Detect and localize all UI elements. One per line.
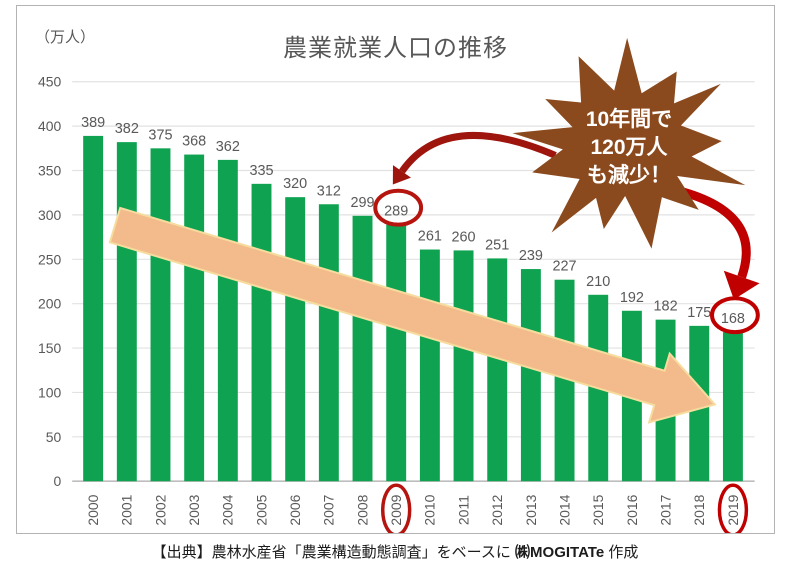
- y-tick-label: 450: [38, 74, 62, 90]
- starburst-line-1: 10年間で: [585, 108, 673, 131]
- y-tick-label: 0: [54, 473, 62, 489]
- value-label-2012: 251: [485, 237, 509, 253]
- x-tick-label-2017: 2017: [657, 494, 673, 525]
- chart-frame: 389 382 375 368 362 335 320 312 299 289 261 260 251 2…: [16, 5, 775, 534]
- bar-2007: [318, 204, 339, 482]
- x-tick-label-2009: 2009: [388, 494, 404, 525]
- x-tick-label-2001: 2001: [119, 494, 135, 525]
- source-prefix: 【出典】農林水産省「農業構造動態調査」をベースに: [151, 544, 516, 561]
- bar-2013: [520, 269, 541, 482]
- bar-2019: [722, 332, 743, 482]
- callout-arrow-2019: [671, 184, 751, 279]
- chart-plot: 389 382 375 368 362 335 320 312 299 289 261 260 251 2…: [38, 37, 760, 533]
- x-tick-label-2013: 2013: [523, 494, 539, 525]
- x-tick-label-2012: 2012: [489, 494, 505, 525]
- y-tick-label: 100: [38, 384, 62, 400]
- value-label-2019: 168: [721, 311, 745, 327]
- x-tick-label-2005: 2005: [253, 494, 269, 525]
- x-tick-label-2000: 2000: [85, 494, 101, 525]
- x-tick-label-2014: 2014: [556, 494, 572, 525]
- callout-arrow-2009: [399, 131, 557, 174]
- bar-2009: [386, 224, 407, 482]
- source-caption: 【出典】農林水産省「農業構造動態調査」をベースに ㈱MOGITATe 作成: [0, 541, 790, 562]
- value-label-2014: 227: [553, 259, 577, 275]
- y-tick-label: 250: [38, 251, 62, 267]
- starburst-line-3: も減少！: [587, 164, 671, 187]
- bar-2001: [116, 142, 137, 482]
- chart-title: 農業就業人口の推移: [283, 35, 508, 62]
- y-axis-unit-label: （万人）: [35, 29, 96, 46]
- value-label-2018: 175: [687, 305, 711, 321]
- value-label-2015: 210: [586, 274, 610, 290]
- x-tick-label-2019: 2019: [725, 494, 741, 525]
- source-brand: ㈱MOGITATe: [515, 544, 605, 561]
- y-tick-label: 400: [38, 118, 62, 134]
- x-tick-label-2003: 2003: [186, 494, 202, 525]
- y-tick-label: 300: [38, 207, 62, 223]
- bar-2004: [217, 159, 238, 482]
- callout-arrow-2009-head: [392, 165, 411, 185]
- starburst-label: 10年間で 120万人 も減少！: [511, 106, 747, 190]
- x-tick-label-2010: 2010: [422, 494, 438, 525]
- x-tick-label-2018: 2018: [691, 494, 707, 525]
- highlight-ellipse-year-2009: [381, 483, 412, 533]
- highlight-ellipse-value-2019: [710, 296, 760, 335]
- y-tick-label: 350: [38, 163, 62, 179]
- x-tick-label-2015: 2015: [590, 494, 606, 525]
- value-label-2000: 389: [81, 115, 105, 131]
- bar-2000: [83, 135, 104, 482]
- x-tick-label-2006: 2006: [287, 494, 303, 525]
- bar-2006: [285, 197, 306, 482]
- bar-2008: [352, 215, 373, 482]
- starburst-line-2: 120万人: [590, 136, 668, 159]
- value-label-2007: 312: [317, 183, 341, 199]
- bar-2003: [184, 154, 205, 482]
- bar-2002: [150, 148, 171, 482]
- value-label-2004: 362: [216, 139, 240, 155]
- y-tick-label: 150: [38, 340, 62, 356]
- y-tick-label: 50: [46, 429, 62, 445]
- value-label-2001: 382: [115, 121, 139, 137]
- starburst-shape: [512, 37, 746, 249]
- bar-2011: [453, 250, 474, 482]
- trend-down-arrow: [108, 206, 717, 424]
- value-label-2011: 260: [451, 229, 475, 245]
- value-label-2003: 368: [182, 134, 206, 150]
- value-label-2016: 192: [620, 290, 644, 306]
- highlight-ellipse-year-2019: [717, 483, 749, 533]
- value-label-2002: 375: [148, 127, 172, 143]
- value-label-2005: 335: [249, 163, 273, 179]
- bar-2014: [554, 279, 575, 482]
- x-tick-label-2007: 2007: [321, 494, 337, 525]
- value-label-2008: 299: [350, 195, 374, 211]
- bar-2010: [419, 249, 440, 482]
- x-tick-label-2004: 2004: [220, 494, 236, 525]
- bar-2005: [251, 183, 272, 482]
- value-label-2013: 239: [519, 248, 543, 264]
- x-tick-label-2016: 2016: [624, 494, 640, 525]
- source-suffix: 作成: [604, 544, 639, 561]
- value-label-2010: 261: [418, 229, 442, 245]
- highlight-ellipse-value-2009: [373, 188, 424, 227]
- y-tick-label: 200: [38, 296, 62, 312]
- x-tick-label-2002: 2002: [152, 494, 168, 525]
- value-label-2006: 320: [283, 176, 307, 192]
- value-label-2017: 182: [654, 299, 678, 315]
- bar-2012: [487, 258, 508, 482]
- value-label-2009: 289: [384, 204, 408, 220]
- callout-arrow-2019-head: [723, 270, 760, 300]
- x-tick-label-2011: 2011: [455, 495, 471, 525]
- x-tick-label-2008: 2008: [354, 494, 370, 525]
